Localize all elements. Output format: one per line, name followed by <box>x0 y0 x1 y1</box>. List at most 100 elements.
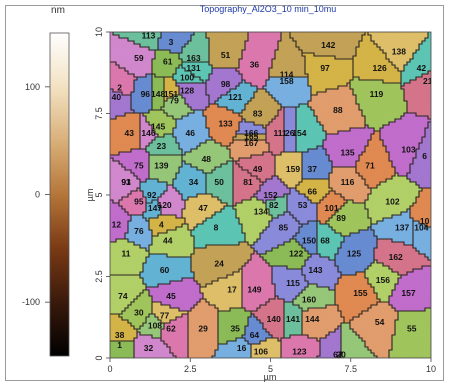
grain-region <box>137 176 150 180</box>
grain-region <box>257 86 264 90</box>
grain-region <box>119 203 147 207</box>
grain-region <box>251 344 282 348</box>
grain-region <box>341 311 363 315</box>
grain-region <box>398 317 431 321</box>
grain-region <box>266 227 300 231</box>
grain-region <box>110 146 141 150</box>
grain-region <box>263 323 285 327</box>
grain-region <box>263 182 285 186</box>
grain-region <box>122 317 147 321</box>
grain-region <box>377 185 420 189</box>
grain-region <box>392 344 431 348</box>
grain-region <box>191 38 210 42</box>
grain-region <box>155 53 180 57</box>
grain-region <box>170 350 189 354</box>
grain-region <box>305 68 354 72</box>
grain-boundary-path <box>110 32 431 358</box>
grain-region <box>419 191 431 195</box>
grain-label: 8 <box>214 223 219 233</box>
grain-region <box>374 251 420 255</box>
grain-region <box>239 242 249 246</box>
grain-label: 55 <box>407 324 417 334</box>
grain-region <box>380 299 390 303</box>
grain-region <box>371 218 384 222</box>
grain-region <box>236 209 270 213</box>
grain-region <box>140 275 195 279</box>
grain-region <box>173 128 210 132</box>
grain-region <box>368 125 384 129</box>
grain-region <box>206 32 249 36</box>
grain-region <box>248 323 264 327</box>
colorbar <box>49 32 70 357</box>
grain-region <box>203 293 243 297</box>
grain-region <box>356 95 405 99</box>
grain-region <box>140 182 168 186</box>
grain-region <box>242 335 273 339</box>
grain-label: 126 <box>373 63 387 73</box>
grain-region <box>332 188 372 192</box>
grain-region <box>326 149 366 153</box>
grain-region <box>287 200 312 204</box>
grain-region <box>113 158 150 162</box>
grain-region <box>389 152 417 156</box>
grain-region <box>374 254 426 258</box>
grain-region <box>152 89 165 93</box>
grain-region <box>272 248 306 252</box>
grain-region <box>311 95 357 99</box>
grain-label: 60 <box>160 265 170 275</box>
grain-region <box>404 95 431 99</box>
grain-region <box>110 191 132 195</box>
grain-region <box>131 302 153 306</box>
grain-label: 151 <box>164 89 178 99</box>
grain-region <box>182 224 189 228</box>
grain-region <box>248 320 261 324</box>
grain-region <box>275 161 303 165</box>
grain-region <box>308 77 354 81</box>
grain-label: 34 <box>189 177 199 187</box>
grain-region <box>389 356 431 358</box>
grain-region <box>266 83 309 87</box>
grain-region <box>110 89 114 93</box>
grain-region <box>428 125 431 129</box>
grain-region <box>239 125 264 129</box>
grain-region <box>149 122 177 126</box>
grain-region <box>398 311 431 315</box>
grain-region <box>251 311 285 315</box>
grain-region <box>251 353 282 357</box>
y-tick-label: 10 <box>94 27 104 37</box>
grain-region <box>128 239 153 243</box>
grain-region <box>425 308 431 312</box>
grain-region <box>272 65 306 69</box>
grain-region <box>269 209 288 213</box>
grain-region <box>416 182 431 186</box>
grain-region <box>164 80 177 84</box>
grain-region <box>365 203 414 207</box>
grain-region <box>152 128 174 132</box>
grain-region <box>302 176 330 180</box>
grain-region <box>293 38 363 42</box>
grain-region <box>302 245 318 249</box>
grain-region <box>329 218 372 222</box>
colorbar-tick-label: -100 <box>22 297 40 307</box>
grain-region <box>413 227 431 231</box>
grain-region <box>266 140 285 144</box>
grain-label: 26 <box>285 128 295 138</box>
grain-region <box>395 329 431 333</box>
grain-region <box>194 275 228 279</box>
y-tick-label: 7.5 <box>94 107 104 120</box>
grain-label: 85 <box>279 223 289 233</box>
grain-region <box>251 347 282 351</box>
grain-region <box>416 113 431 117</box>
grain-region <box>332 227 369 231</box>
grain-region <box>314 113 363 117</box>
grain-label: 38 <box>115 330 125 340</box>
grain-region <box>353 56 387 60</box>
grain-region <box>140 185 168 189</box>
grain-region <box>110 215 132 219</box>
grain-region <box>356 98 405 102</box>
grain-region <box>275 293 300 297</box>
grain-region <box>263 125 267 129</box>
grain-region <box>206 179 234 183</box>
grain-region <box>320 341 342 345</box>
grain-region <box>110 254 150 258</box>
